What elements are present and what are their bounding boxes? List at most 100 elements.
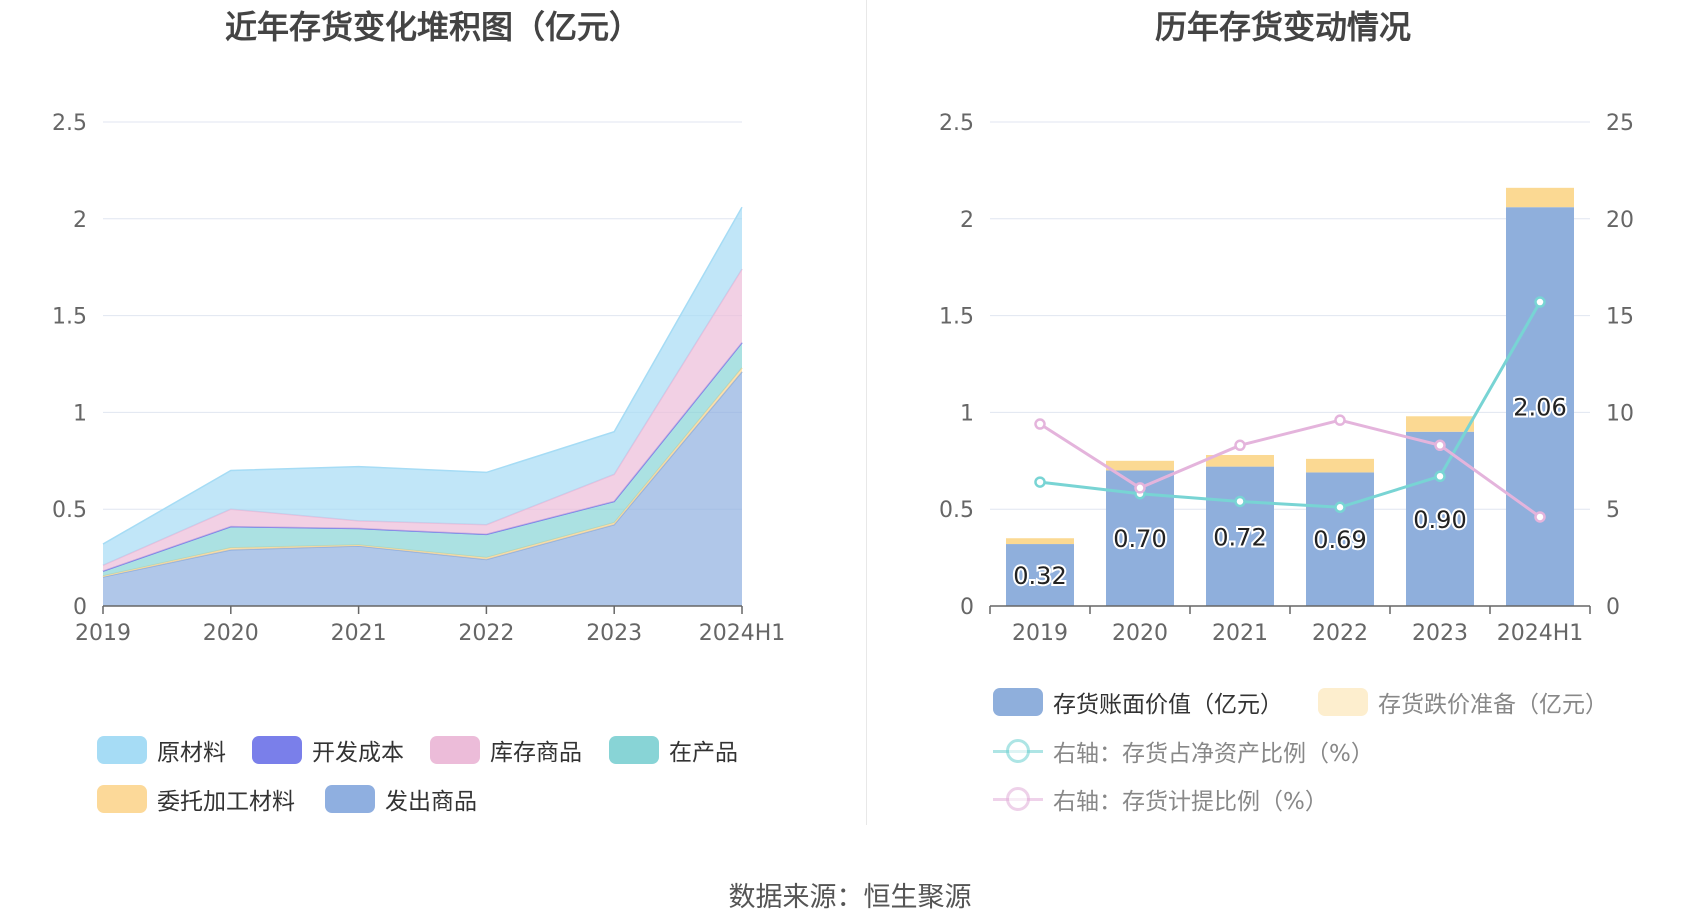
bar-impairment — [1306, 458, 1374, 473]
point-ratio_net — [1534, 296, 1546, 308]
bar-book-value — [1506, 207, 1574, 606]
legend-item-consign[interactable]: 委托加工材料 — [97, 782, 295, 816]
line-ratio_net — [1039, 301, 1542, 509]
point-ratio_prov — [1434, 439, 1446, 452]
area-stock_goods — [103, 269, 742, 572]
y-tick-label: 0.5 — [52, 498, 87, 523]
bar-data-label: 0.32 — [1013, 562, 1066, 590]
y-tick-label: 0 — [960, 595, 974, 620]
legend-swatch — [609, 736, 659, 764]
bar-data-label: 0.72 — [1213, 523, 1266, 551]
point-ratio_prov — [1134, 482, 1146, 494]
bar-impairment — [1406, 416, 1474, 432]
bar-line-chart: 0 0.5 1 1.5 2 2.5 0 5 10 15 20 25 2019 2020 2021 2022 20… — [939, 111, 1634, 646]
data-source: 数据来源：恒生聚源 — [728, 882, 972, 913]
bar-impairment — [1106, 460, 1174, 471]
y-tick-label: 1.5 — [52, 305, 87, 330]
bar-data-label: 2.06 — [1513, 394, 1566, 422]
x-tick-label: 2020 — [1112, 621, 1168, 646]
y2-tick-label: 20 — [1606, 208, 1634, 233]
legend-swatch — [993, 785, 1043, 813]
line-ratio_prov — [1039, 418, 1541, 519]
bar-impairment — [1206, 454, 1274, 467]
legend-item-stock_goods[interactable]: 库存商品 — [430, 733, 582, 767]
x-tick-label: 2024H1 — [699, 621, 786, 646]
y2-tick-label: 0 — [1606, 595, 1620, 620]
point-ratio_net — [1234, 495, 1246, 508]
bar-book-value — [1206, 466, 1274, 606]
y2-tick-label: 5 — [1606, 498, 1620, 523]
y-tick-label: 1 — [960, 401, 974, 426]
x-tick-label: 2020 — [203, 621, 259, 646]
y-tick-label: 2.5 — [52, 111, 87, 136]
legend-swatch — [430, 736, 480, 764]
legend-item-impairment[interactable]: 存货跌价准备（亿元） — [1318, 685, 1608, 719]
legend-marker — [1006, 739, 1030, 763]
point-ratio_prov — [1034, 418, 1046, 430]
area-shipped — [103, 371, 742, 606]
point-ratio_prov — [1534, 511, 1546, 523]
legend-item-raw_material[interactable]: 原材料 — [97, 733, 226, 767]
point-ratio_prov — [1234, 439, 1246, 452]
area-wip — [103, 342, 742, 576]
legend-label: 在产品 — [669, 740, 738, 766]
x-tick-label: 2019 — [1012, 621, 1068, 646]
right-chart-title: 历年存货变动情况 — [1154, 8, 1411, 46]
bar-book-value — [1306, 472, 1374, 606]
legend-label: 委托加工材料 — [157, 789, 295, 815]
y-tick-label: 2 — [960, 208, 974, 233]
y2-tick-label: 15 — [1606, 305, 1634, 330]
point-ratio_net — [1434, 470, 1446, 483]
y-tick-label: 2 — [73, 208, 87, 233]
legend-item-wip[interactable]: 在产品 — [609, 733, 738, 767]
y-tick-label: 2.5 — [939, 111, 974, 136]
legend-label: 原材料 — [157, 740, 226, 766]
left-chart-title: 近年存货变化堆积图（亿元） — [224, 8, 641, 46]
area-raw_material — [103, 207, 742, 566]
legend-label: 右轴：存货计提比例（%） — [1053, 789, 1328, 815]
legend-item-ratio_net[interactable]: 右轴：存货占净资产比例（%） — [993, 734, 1374, 768]
y2-tick-label: 25 — [1606, 111, 1634, 136]
panel-divider — [866, 0, 867, 825]
bar-data-label: 0.70 — [1113, 525, 1166, 553]
legend-swatch — [97, 736, 147, 764]
x-tick-label: 2023 — [586, 621, 642, 646]
y-tick-label: 1 — [73, 401, 87, 426]
point-ratio_net — [1334, 501, 1346, 514]
x-tick-label: 2021 — [1212, 621, 1268, 646]
point-ratio_net — [1034, 476, 1046, 488]
y-tick-label: 0.5 — [939, 498, 974, 523]
x-tick-label: 2019 — [75, 621, 131, 646]
x-tick-label: 2022 — [1312, 621, 1368, 646]
x-tick-label: 2023 — [1412, 621, 1468, 646]
legend-item-book_value[interactable]: 存货账面价值（亿元） — [993, 685, 1283, 719]
legend-label: 存货账面价值（亿元） — [1053, 692, 1283, 718]
legend-swatch — [252, 736, 302, 764]
legend-swatch — [993, 688, 1043, 716]
legend-item-dev_cost[interactable]: 开发成本 — [252, 733, 404, 767]
legend-item-ratio_prov[interactable]: 右轴：存货计提比例（%） — [993, 782, 1328, 816]
bar-impairment — [1506, 187, 1574, 208]
y-tick-label: 1.5 — [939, 305, 974, 330]
y2-tick-label: 10 — [1606, 401, 1634, 426]
bar-book-value — [1006, 544, 1074, 606]
x-tick-label: 2021 — [331, 621, 387, 646]
y-tick-label: 0 — [73, 595, 87, 620]
bar-impairment — [1006, 538, 1074, 545]
bar-data-label: 0.69 — [1313, 526, 1366, 554]
x-tick-label: 2022 — [458, 621, 514, 646]
legend-swatch — [1318, 688, 1368, 716]
point-ratio_prov — [1334, 414, 1346, 426]
legend-swatch — [97, 785, 147, 813]
legend-item-shipped[interactable]: 发出商品 — [325, 782, 477, 816]
stacked-area-chart: 0 0.5 1 1.5 2 2.5 2019 2020 2021 2022 2023 2024H1 — [52, 111, 786, 646]
legend-label: 右轴：存货占净资产比例（%） — [1053, 741, 1374, 767]
legend-marker — [1006, 787, 1030, 811]
legend-label: 库存商品 — [490, 740, 582, 766]
legend-swatch — [993, 737, 1043, 765]
area-line-raw_material — [102, 206, 743, 545]
x-tick-label: 2024H1 — [1497, 621, 1584, 646]
legend-label: 开发成本 — [312, 740, 404, 766]
legend-label: 发出商品 — [385, 789, 477, 815]
legend-label: 存货跌价准备（亿元） — [1378, 692, 1608, 718]
